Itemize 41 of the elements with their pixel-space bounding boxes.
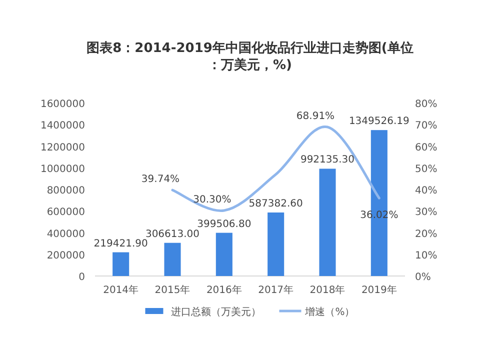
y-tick-label: 1200000 [40,142,85,154]
bar [319,168,336,276]
data-label: 306613.00 [145,228,200,240]
bar [164,242,181,276]
y2-tick-label: 0% [415,272,431,283]
y-tick-label: 1600000 [40,99,85,110]
x-tick-label: 2015年 [154,284,190,296]
data-label: 39.74% [141,174,180,186]
data-label: 399506.80 [197,218,252,230]
x-tick-label: 2014年 [103,284,139,296]
y2-tick-label: 10% [415,250,438,262]
title: 图表8：2014-2019年中国化妆品行业进口走势图(单位：万美元，%) [86,41,414,73]
y2-tick-label: 50% [415,164,438,175]
y2-tick-label: 70% [415,120,438,132]
x-tick-label: 2018年 [310,284,346,296]
data-label: 219421.90 [94,238,148,250]
y-tick-label: 600000 [46,207,85,218]
data-label: 992135.30 [300,154,355,166]
y2-tick-label: 80% [415,99,438,110]
y-tick-label: 0 [78,272,85,283]
x-tick-label: 2017年 [258,284,294,296]
bar [268,212,284,276]
y2-tick-label: 20% [415,228,438,240]
legend-label: 增速（%） [304,306,355,318]
y2-tick-label: 30% [415,207,438,218]
data-label: 587382.60 [248,198,303,210]
data-label: 68.91% [296,110,335,122]
y-tick-label: 1000000 [40,164,85,175]
y-tick-label: 400000 [46,228,85,240]
x-tick-label: 2019年 [361,284,397,296]
y2-tick-label: 60% [415,142,438,154]
bar [112,252,130,276]
y-tick-label: 200000 [46,250,85,262]
x-tick-label: 2016年 [206,284,242,296]
y-tick-label: 800000 [46,186,85,196]
y2-tick-label: 40% [415,186,438,196]
bar [216,232,232,276]
data-label: 1349526.19 [348,116,410,128]
data-label: 30.30% [193,194,232,206]
legend-label: 进口总额（万美元） [171,306,262,318]
y-tick-label: 1400000 [40,120,85,132]
